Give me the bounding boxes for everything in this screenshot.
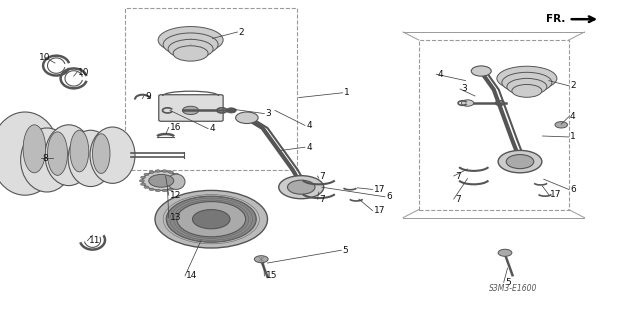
Text: 3: 3 xyxy=(266,109,271,118)
Circle shape xyxy=(461,100,474,106)
Text: 2: 2 xyxy=(570,81,576,90)
Circle shape xyxy=(226,108,236,113)
Ellipse shape xyxy=(68,130,113,187)
Text: 7: 7 xyxy=(319,172,324,180)
Circle shape xyxy=(141,176,146,179)
Text: 14: 14 xyxy=(186,271,198,280)
Ellipse shape xyxy=(92,134,110,173)
Ellipse shape xyxy=(90,127,135,183)
Text: 7: 7 xyxy=(319,195,324,204)
Circle shape xyxy=(156,189,161,192)
Text: 6: 6 xyxy=(386,192,392,201)
Text: 8: 8 xyxy=(42,154,48,163)
Circle shape xyxy=(141,183,146,186)
Circle shape xyxy=(236,112,258,124)
Circle shape xyxy=(254,256,268,263)
Text: 11: 11 xyxy=(89,236,100,245)
Text: 4: 4 xyxy=(438,70,443,79)
Circle shape xyxy=(177,202,246,237)
Circle shape xyxy=(166,196,256,242)
Circle shape xyxy=(174,173,179,176)
Circle shape xyxy=(155,190,268,248)
Text: 16: 16 xyxy=(170,123,181,132)
Text: 2: 2 xyxy=(239,28,244,36)
Ellipse shape xyxy=(168,39,213,59)
Text: 10: 10 xyxy=(39,53,50,62)
Ellipse shape xyxy=(23,125,46,173)
Text: 3: 3 xyxy=(461,84,467,93)
Ellipse shape xyxy=(497,66,557,91)
Text: 15: 15 xyxy=(266,271,277,280)
Circle shape xyxy=(149,171,154,173)
Circle shape xyxy=(144,186,149,188)
Circle shape xyxy=(279,176,324,199)
Text: 6: 6 xyxy=(570,185,576,194)
Ellipse shape xyxy=(48,132,68,175)
Text: 4: 4 xyxy=(570,112,576,121)
Ellipse shape xyxy=(21,128,73,192)
Circle shape xyxy=(142,171,180,190)
Text: 9: 9 xyxy=(145,92,151,100)
Circle shape xyxy=(169,171,174,173)
Text: 13: 13 xyxy=(170,213,181,222)
Circle shape xyxy=(162,170,167,172)
Circle shape xyxy=(498,150,542,173)
Circle shape xyxy=(177,176,182,179)
Text: 17: 17 xyxy=(374,206,385,215)
Circle shape xyxy=(177,183,182,186)
Circle shape xyxy=(174,186,179,188)
Text: 1: 1 xyxy=(344,88,349,97)
Ellipse shape xyxy=(507,78,547,95)
Text: S3M3-E1600: S3M3-E1600 xyxy=(489,284,537,293)
Ellipse shape xyxy=(0,112,59,195)
Ellipse shape xyxy=(168,174,185,189)
Text: 1: 1 xyxy=(570,132,576,141)
Ellipse shape xyxy=(173,46,208,61)
Ellipse shape xyxy=(502,72,552,93)
Circle shape xyxy=(144,173,149,176)
FancyBboxPatch shape xyxy=(159,95,223,121)
Text: 7: 7 xyxy=(455,195,461,204)
Text: 5: 5 xyxy=(342,246,348,255)
Text: 4: 4 xyxy=(306,121,312,130)
Circle shape xyxy=(506,155,534,169)
Circle shape xyxy=(471,66,491,76)
Circle shape xyxy=(178,180,183,182)
Text: 5: 5 xyxy=(505,278,511,287)
Ellipse shape xyxy=(70,130,89,172)
Circle shape xyxy=(156,170,161,172)
Circle shape xyxy=(498,249,512,256)
Text: 17: 17 xyxy=(374,185,385,194)
Text: 17: 17 xyxy=(550,190,561,199)
Text: 7: 7 xyxy=(455,172,461,180)
Ellipse shape xyxy=(163,33,218,56)
Ellipse shape xyxy=(45,125,92,186)
Text: 4: 4 xyxy=(209,124,215,133)
Circle shape xyxy=(182,106,199,115)
Ellipse shape xyxy=(512,84,542,97)
Circle shape xyxy=(288,180,315,194)
Circle shape xyxy=(139,180,144,182)
Circle shape xyxy=(555,122,568,128)
Ellipse shape xyxy=(158,27,223,53)
Circle shape xyxy=(162,189,167,192)
Circle shape xyxy=(192,210,230,229)
Text: FR.: FR. xyxy=(546,14,566,24)
Text: 12: 12 xyxy=(170,191,181,200)
Circle shape xyxy=(149,174,174,187)
Circle shape xyxy=(169,188,174,191)
Text: 4: 4 xyxy=(306,143,312,152)
Text: 10: 10 xyxy=(78,68,89,77)
Circle shape xyxy=(149,188,154,191)
